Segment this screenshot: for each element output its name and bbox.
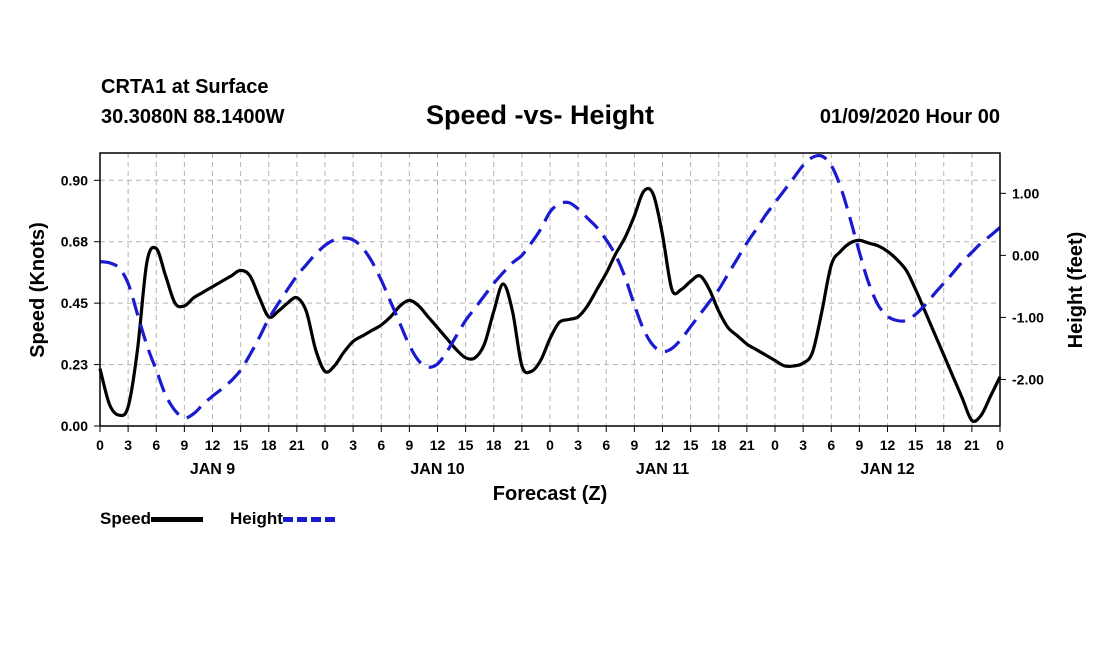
- series-layer: [98, 153, 1002, 423]
- forecast-date: 01/09/2020 Hour 00: [819, 106, 1000, 128]
- x-tick-label: 3: [574, 437, 582, 453]
- x-tick-label: 15: [458, 437, 474, 453]
- left-tick-label: 0.45: [61, 295, 88, 311]
- x-tick-label: 12: [205, 437, 221, 453]
- day-label: JAN 12: [860, 461, 914, 478]
- x-tick-label: 18: [261, 437, 277, 453]
- series-line-speed: [98, 186, 1002, 423]
- grid: [100, 153, 1000, 426]
- right-tick-label: -2.00: [1012, 371, 1044, 387]
- x-tick-label: 0: [771, 437, 779, 453]
- right-y-axis-label: Height (feet): [1065, 232, 1087, 349]
- legend-height-swatch: [282, 516, 335, 522]
- left-tick-label: 0.00: [61, 418, 88, 434]
- x-tick-label: 0: [321, 437, 329, 453]
- x-tick-label: 0: [996, 437, 1004, 453]
- right-tick-label: 1.00: [1012, 185, 1039, 201]
- day-label: JAN 9: [190, 461, 235, 478]
- right-tick-label: -1.00: [1012, 309, 1044, 325]
- x-tick-label: 6: [152, 437, 160, 453]
- x-tick-label: 6: [377, 437, 385, 453]
- left-tick-label: 0.90: [61, 172, 88, 188]
- coordinates-label: 30.3080N 88.1400W: [101, 106, 285, 128]
- axis-ticks: 0 3 6 9 12 15 18 21 0 3 6 9 12 15 18 21 0 3 6 9 12 15 18 21 0 3 6 9…: [61, 172, 1044, 478]
- x-tick-label: 3: [799, 437, 807, 453]
- right-tick-label: 0.00: [1012, 247, 1039, 263]
- x-tick-label: 9: [180, 437, 188, 453]
- x-tick-label: 15: [908, 437, 924, 453]
- x-tick-label: 9: [855, 437, 863, 453]
- series-line-height: [99, 153, 1002, 420]
- x-tick-label: 9: [405, 437, 413, 453]
- x-tick-label: 0: [96, 437, 104, 453]
- legend-speed-swatch: [151, 516, 204, 522]
- x-tick-label: 21: [289, 437, 305, 453]
- legend-height-label: Height: [230, 509, 283, 528]
- x-tick-label: 15: [233, 437, 249, 453]
- x-tick-label: 18: [486, 437, 502, 453]
- x-tick-label: 21: [514, 437, 530, 453]
- x-tick-label: 18: [936, 437, 952, 453]
- x-tick-label: 6: [602, 437, 610, 453]
- day-label: JAN 11: [636, 461, 689, 478]
- x-tick-label: 21: [964, 437, 980, 453]
- legend-speed: Speed: [100, 509, 204, 529]
- station-label: CRTA1 at Surface: [101, 76, 269, 98]
- left-tick-label: 0.23: [61, 357, 88, 373]
- x-tick-label: 3: [124, 437, 132, 453]
- x-tick-label: 12: [655, 437, 671, 453]
- x-tick-label: 0: [546, 437, 554, 453]
- x-tick-label: 12: [880, 437, 896, 453]
- x-tick-label: 6: [827, 437, 835, 453]
- legend-speed-label: Speed: [100, 509, 152, 528]
- legend-height: Height: [230, 509, 335, 529]
- x-tick-label: 18: [711, 437, 727, 453]
- chart-title: Speed -vs- Height: [426, 100, 655, 130]
- x-tick-label: 12: [430, 437, 446, 453]
- x-tick-label: 3: [349, 437, 357, 453]
- left-tick-label: 0.68: [61, 234, 88, 250]
- day-label: JAN 10: [410, 461, 464, 478]
- x-tick-label: 21: [739, 437, 755, 453]
- x-axis-label: Forecast (Z): [493, 483, 607, 505]
- left-y-axis-label: Speed (Knots): [27, 222, 49, 358]
- x-tick-label: 15: [683, 437, 699, 453]
- x-tick-label: 9: [630, 437, 638, 453]
